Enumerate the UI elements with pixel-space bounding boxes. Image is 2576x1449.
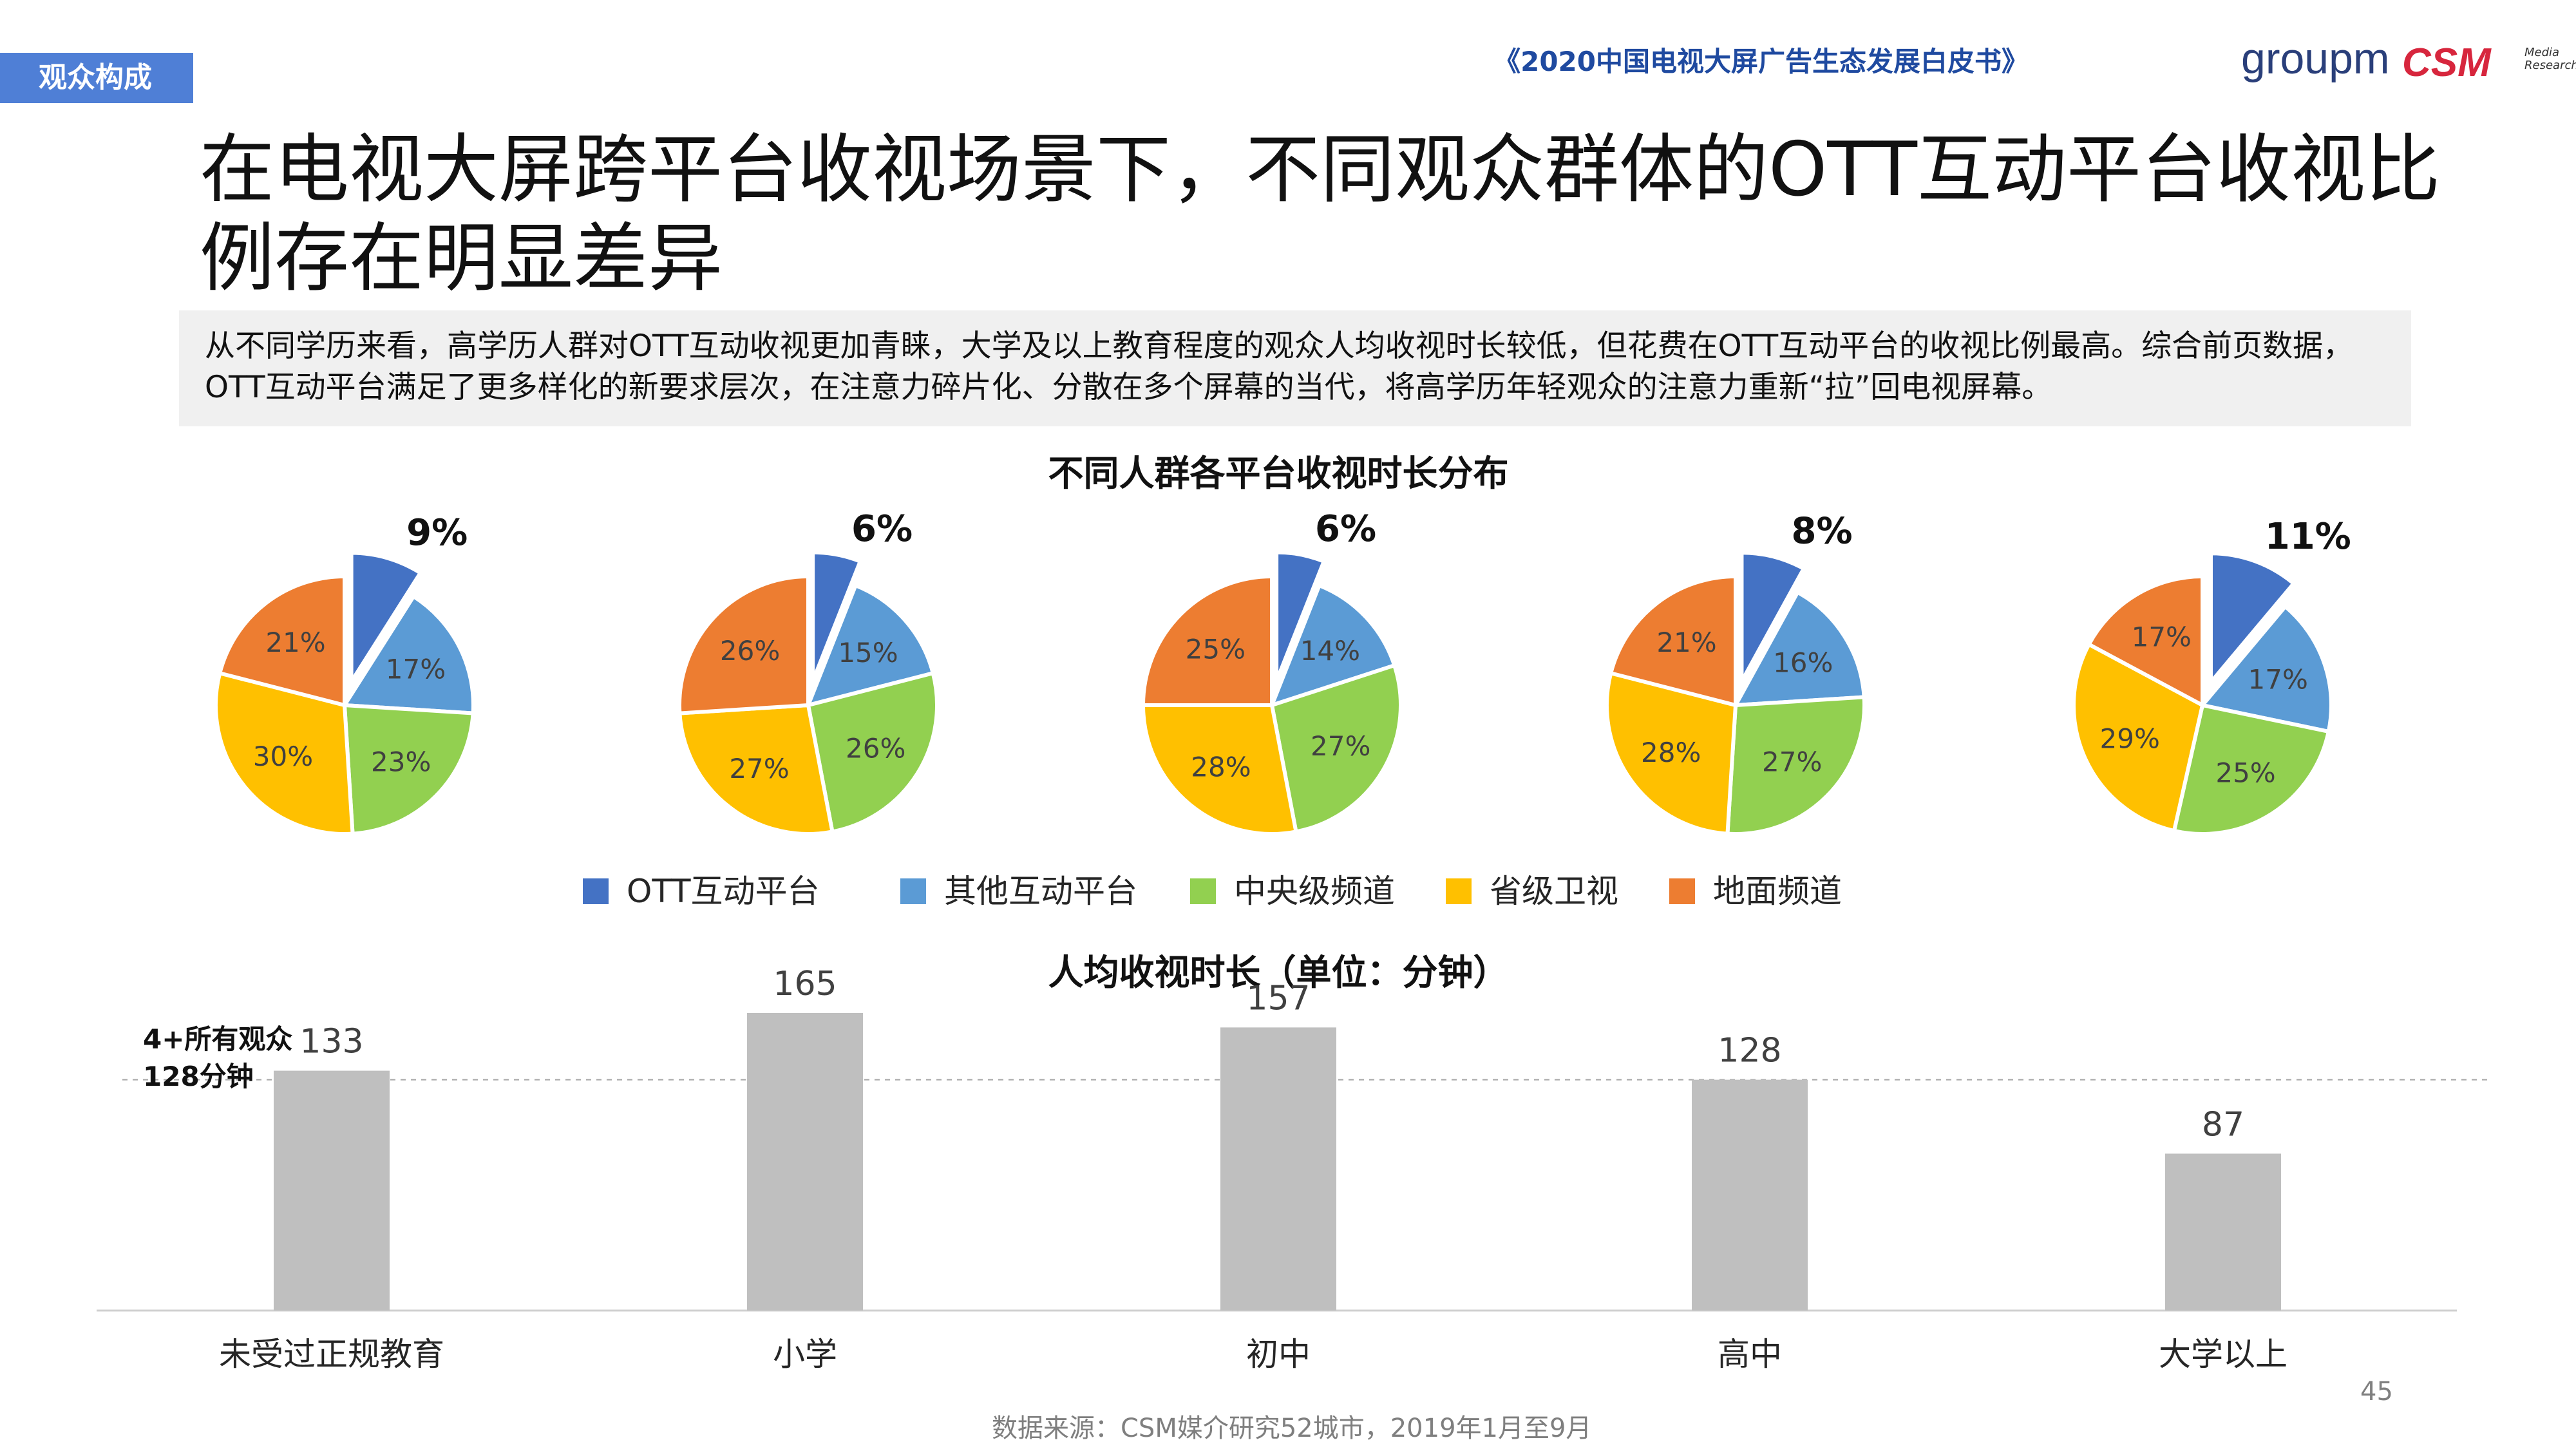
pie-2-slice-0: [1274, 550, 1327, 682]
pie-2-label-3: 28%: [1191, 752, 1251, 783]
pie-4-label-3: 29%: [2100, 723, 2160, 755]
bar-2: [1220, 1027, 1336, 1311]
pie-0-label-3: 30%: [253, 741, 313, 772]
reference-line-label-line2: 128分钟: [143, 1061, 254, 1092]
pie-3-label-0: 8%: [1792, 511, 1853, 553]
pie-0-slice-1: [341, 593, 475, 715]
pie-1-label-3: 27%: [729, 753, 789, 784]
legend-label-3: 省级卫视: [1490, 873, 1618, 910]
pie-0-slice-4: [217, 574, 346, 708]
legend-label-4: 地面频道: [1713, 873, 1842, 910]
pie-1-slice-3: [677, 703, 835, 836]
pie-1-label-4: 26%: [720, 635, 780, 667]
bar-4: [2165, 1153, 2281, 1311]
pie-3-label-3: 28%: [1641, 737, 1701, 768]
pie-2-label-4: 25%: [1186, 633, 1245, 665]
pie-0-label-1: 17%: [386, 654, 446, 685]
bar-0: [274, 1070, 390, 1311]
pie-2-slice-2: [1269, 663, 1403, 834]
pie-4-label-1: 17%: [2248, 663, 2308, 695]
pie-4-slice-3: [2072, 641, 2205, 833]
pie-3-label-4: 21%: [1656, 627, 1716, 658]
legend-label-2: 中央级频道: [1234, 873, 1395, 910]
reference-line-label-line1: 4+所有观众: [143, 1023, 293, 1055]
pie-0-label-2: 23%: [371, 746, 431, 778]
pie-3-slice-3: [1605, 670, 1738, 836]
pie-4-slice-4: [2086, 574, 2204, 709]
pie-4-label-2: 25%: [2215, 757, 2275, 788]
pie-1-label-0: 6%: [851, 508, 913, 550]
groupm-logo: groupm: [2241, 34, 2390, 83]
intro-text: 从不同学历来看，高学历人群对OTT互动收视更加青睐，大学及以上教育程度的观众人均…: [179, 310, 2411, 426]
pie-1-slice-1: [805, 583, 936, 708]
bar-category-label-1: 小学: [773, 1336, 837, 1373]
pie-1-label-1: 15%: [838, 637, 898, 668]
pie-1-slice-4: [677, 574, 810, 715]
pie-0-label-4: 21%: [265, 627, 325, 658]
pie-1-slice-2: [806, 670, 939, 834]
pie-3-slice-1: [1732, 589, 1866, 708]
pie-0-label-0: 9%: [406, 512, 468, 554]
bar-category-label-3: 高中: [1718, 1336, 1782, 1373]
pie-3-slice-0: [1739, 551, 1806, 683]
pie-4-label-4: 17%: [2132, 621, 2192, 653]
legend-label-0: OTT互动平台: [627, 873, 820, 910]
pie-2-slice-4: [1141, 574, 1274, 707]
bar-value-label-0: 133: [299, 1023, 363, 1061]
legend-swatch-1: [900, 878, 926, 904]
report-title: 《2020中国电视大屏广告生态发展白皮书》: [1493, 46, 2029, 77]
bar-category-label-0: 未受过正规教育: [219, 1336, 444, 1373]
pie-2-label-0: 6%: [1315, 508, 1376, 550]
bar-category-label-4: 大学以上: [2159, 1336, 2287, 1373]
pie-chart-title: 不同人群各平台收视时长分布: [1048, 453, 1509, 494]
pie-3-label-1: 16%: [1773, 647, 1833, 679]
pie-0-slice-2: [342, 703, 475, 836]
legend-swatch-3: [1446, 878, 1472, 904]
csm-logo-subtitle: Media Research: [2524, 46, 2576, 72]
data-source-note: 数据来源：CSM媒介研究52城市，2019年1月至9月: [992, 1414, 1592, 1443]
bar-value-label-3: 128: [1718, 1032, 1781, 1070]
bar-category-label-2: 初中: [1246, 1336, 1311, 1373]
pie-1-label-2: 26%: [846, 732, 905, 764]
legend-swatch-2: [1190, 878, 1216, 904]
pie-3-label-2: 27%: [1762, 746, 1822, 778]
pie-4-slice-0: [2209, 551, 2297, 688]
bar-chart-title: 人均收视时长（单位：分钟）: [1048, 952, 1509, 993]
pie-4-slice-2: [2172, 703, 2331, 836]
pie-0-slice-3: [214, 670, 355, 837]
pie-1-slice-0: [811, 550, 863, 682]
pie-3-slice-2: [1725, 695, 1867, 837]
page-number: 45: [2360, 1377, 2393, 1406]
bar-1: [747, 1013, 863, 1311]
pie-2-label-2: 27%: [1311, 730, 1370, 762]
page-title: 在电视大屏跨平台收视场景下，不同观众群体的OTT互动平台收视比例存在明显差异: [200, 126, 2440, 302]
legend-swatch-0: [583, 878, 609, 904]
legend-label-1: 其他互动平台: [944, 873, 1137, 910]
legend-swatch-4: [1669, 878, 1695, 904]
csm-logo: CSM: [2402, 41, 2491, 85]
reference-line-label: 4+所有观众 128分钟: [143, 1021, 292, 1095]
bar-value-label-4: 87: [2202, 1105, 2244, 1144]
pie-2-slice-3: [1141, 703, 1298, 836]
pie-4-slice-1: [2199, 603, 2333, 734]
pie-3-slice-4: [1608, 574, 1738, 708]
bar-value-label-2: 157: [1246, 979, 1310, 1018]
section-tab: 观众构成: [0, 53, 193, 103]
bar-3: [1692, 1079, 1808, 1311]
bar-value-label-1: 165: [773, 965, 837, 1003]
pie-0-slice-0: [349, 551, 423, 688]
pie-2-label-1: 14%: [1300, 635, 1360, 667]
pie-4-label-0: 11%: [2265, 516, 2351, 558]
